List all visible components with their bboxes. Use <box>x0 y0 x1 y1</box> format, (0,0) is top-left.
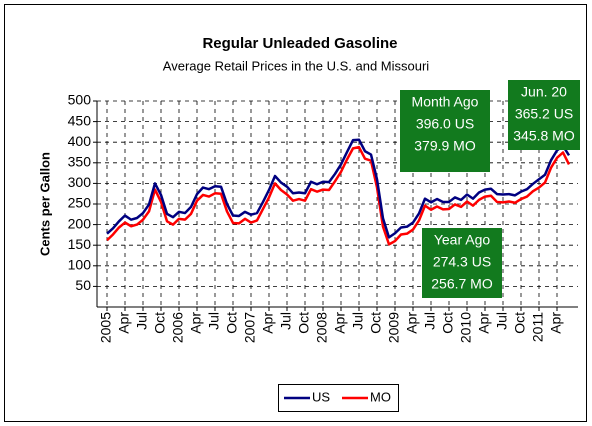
series-line <box>106 138 571 239</box>
x-tick-label: 2006 <box>170 312 186 343</box>
x-tick-label: 2007 <box>242 312 258 343</box>
x-tick-label: Apr <box>404 312 420 334</box>
annotation-text: Month Ago <box>412 94 479 110</box>
x-tick-label: Jul <box>422 312 438 330</box>
y-tick-label: 300 <box>68 174 92 190</box>
y-tick-label: 400 <box>68 133 92 149</box>
annotation-box <box>400 90 490 172</box>
annotation-text: Year Ago <box>434 232 491 248</box>
annotation-box <box>508 80 580 150</box>
x-tick-label: Jul <box>134 312 150 330</box>
x-tick-label: Apr <box>188 312 204 334</box>
x-tick-label: Jul <box>350 312 366 330</box>
x-tick-label: 2009 <box>386 312 402 343</box>
chart-title: Regular Unleaded Gasoline <box>202 35 397 52</box>
x-tick-label: Oct <box>296 312 312 334</box>
annotation-text: 256.7 MO <box>431 276 493 292</box>
annotation-text: 396.0 US <box>416 116 474 132</box>
annotation-text: 379.9 MO <box>414 138 476 154</box>
annotation-text: 365.2 US <box>515 106 573 122</box>
y-tick-label: 150 <box>68 236 92 252</box>
y-tick-label: 50 <box>75 277 91 293</box>
x-tick-label: Apr <box>260 312 276 334</box>
x-tick-label: Oct <box>440 312 456 334</box>
x-tick-label: 2010 <box>458 312 474 343</box>
x-tick-label: Apr <box>476 312 492 334</box>
series-line <box>106 145 571 246</box>
x-tick-label: Oct <box>368 312 384 334</box>
annotation-box <box>422 228 502 298</box>
x-tick-label: Apr <box>548 312 564 334</box>
chart-subtitle: Average Retail Prices in the U.S. and Mi… <box>163 58 429 73</box>
x-tick-label: 2005 <box>98 312 114 343</box>
y-tick-label: 450 <box>68 112 92 128</box>
x-tick-label: Oct <box>224 312 240 334</box>
x-tick-label: Apr <box>332 312 348 334</box>
y-tick-label: 500 <box>68 92 92 108</box>
x-tick-label: Apr <box>116 312 132 334</box>
annotation-text: 274.3 US <box>433 254 491 270</box>
x-tick-label: 2008 <box>314 312 330 343</box>
y-tick-label: 350 <box>68 154 92 170</box>
y-tick-label: 250 <box>68 195 92 211</box>
y-axis-label: Cents per Gallon <box>37 152 52 256</box>
x-tick-label: Jul <box>278 312 294 330</box>
annotation-text: Jun. 20 <box>521 84 567 100</box>
y-tick-label: 200 <box>68 215 92 231</box>
legend-label: US <box>312 389 330 404</box>
x-tick-label: Jul <box>206 312 222 330</box>
x-tick-label: Jul <box>494 312 510 330</box>
annotation-text: 345.8 MO <box>513 128 575 144</box>
x-tick-label: 2011 <box>530 312 546 342</box>
chart-frame <box>4 4 587 422</box>
x-tick-label: Oct <box>152 312 168 334</box>
y-tick-label: 100 <box>68 257 92 273</box>
legend-label: MO <box>370 389 391 404</box>
x-tick-label: Oct <box>512 312 528 334</box>
